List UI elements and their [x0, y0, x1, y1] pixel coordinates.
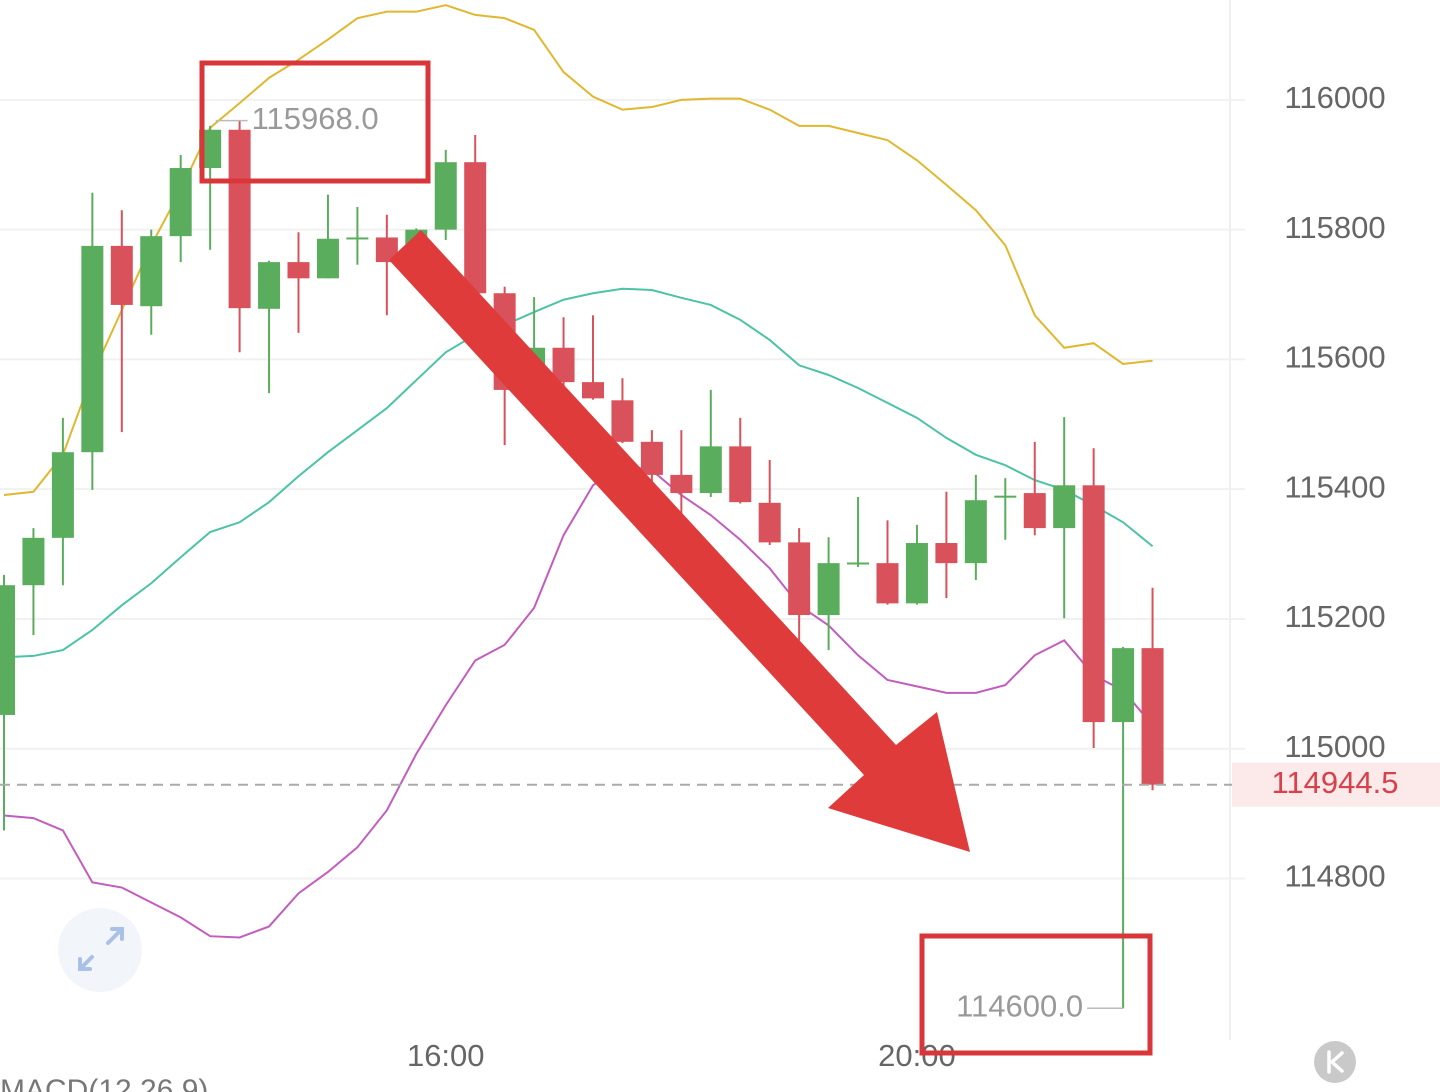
candle-body	[81, 245, 104, 453]
bands	[3, 4, 1154, 939]
expand-icon[interactable]	[78, 927, 124, 971]
candle-body	[847, 562, 870, 565]
band-line	[3, 464, 1154, 939]
candle-body	[0, 585, 15, 715]
candle-body	[788, 542, 811, 616]
candle-body	[110, 245, 133, 305]
candle-body	[582, 382, 604, 399]
candle-body	[905, 543, 928, 604]
candle-body	[140, 236, 163, 307]
candle-body	[729, 446, 752, 503]
candle-body	[1112, 648, 1135, 723]
candle-body	[964, 500, 987, 564]
candle-body	[935, 543, 958, 564]
candle-body	[51, 452, 74, 538]
collapse-button-bg[interactable]	[1314, 1041, 1356, 1083]
y-tick-label: 114800	[1284, 859, 1385, 894]
y-tick-label: 115400	[1284, 469, 1385, 504]
candle-body	[640, 441, 663, 475]
y-tick-label: 115200	[1284, 599, 1385, 634]
candle-body	[876, 563, 899, 604]
candle-body	[1023, 493, 1046, 529]
trend-arrow	[389, 230, 970, 852]
annotation-label: 115968.0	[252, 101, 379, 136]
candle-body	[434, 162, 457, 230]
highlight-box	[199, 60, 431, 184]
candle-body	[258, 262, 281, 309]
collapse-icon[interactable]	[1327, 1050, 1344, 1074]
annotation-label: 114600.0	[956, 988, 1083, 1023]
last-price-bg	[1232, 762, 1440, 807]
candle-body	[1082, 485, 1105, 723]
x-tick-label: 20:00	[878, 1038, 956, 1073]
candle-body	[287, 262, 310, 279]
y-tick-label: 116000	[1284, 80, 1385, 115]
candle-body	[228, 129, 251, 309]
last-price-label: 114944.5	[1272, 765, 1399, 800]
candles	[0, 120, 1164, 1009]
candle-body	[316, 238, 339, 279]
expand-button-bg[interactable]	[58, 908, 142, 992]
candle-body	[199, 129, 222, 169]
collapse-button[interactable]	[1314, 1041, 1356, 1083]
candle-body	[375, 237, 398, 263]
band-line	[3, 287, 1154, 659]
overlay: 114944.5 115968.0 114600.0	[0, 101, 1440, 1023]
candle-body	[552, 347, 575, 383]
candle-body	[817, 563, 840, 616]
candle-body	[464, 162, 487, 294]
y-tick-label: 115600	[1284, 340, 1385, 375]
candle-body	[346, 237, 369, 240]
x-tick-label: 16:00	[407, 1038, 485, 1073]
candle-body	[994, 495, 1017, 498]
candle-body	[22, 537, 45, 586]
candle-body	[1141, 648, 1164, 785]
y-tick-label: 115800	[1284, 210, 1385, 245]
candle-body	[670, 474, 693, 494]
candle-body	[611, 400, 634, 442]
candle-body	[169, 168, 192, 237]
expand-button[interactable]	[58, 908, 142, 992]
y-tick-label: 115000	[1284, 729, 1385, 764]
candle-body	[758, 502, 781, 543]
candle-body	[699, 446, 722, 494]
band-line	[3, 4, 1153, 497]
candle-body	[1053, 485, 1076, 529]
indicator-label: MACD(12,26,9)	[0, 1074, 208, 1092]
highlight-box	[919, 933, 1153, 1056]
